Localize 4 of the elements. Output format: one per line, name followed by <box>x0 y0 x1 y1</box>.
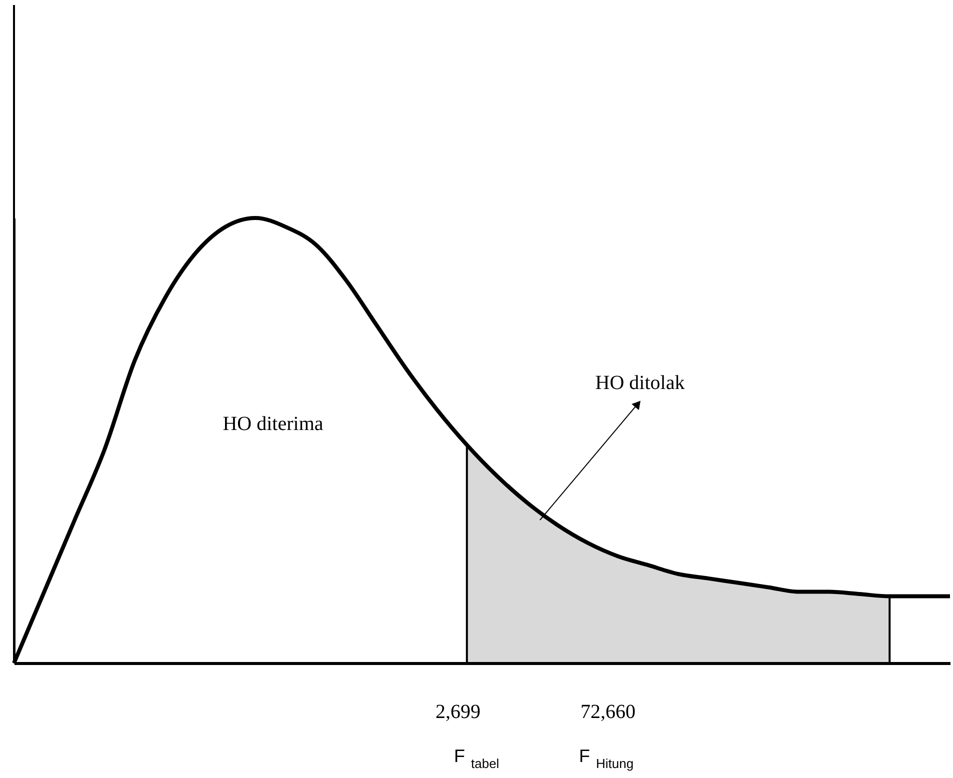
text: 72,660 <box>580 701 636 723</box>
annotation: HO ditolak <box>595 372 685 394</box>
text: 2,699 <box>436 701 480 723</box>
annotation: HO diterima <box>222 413 324 435</box>
